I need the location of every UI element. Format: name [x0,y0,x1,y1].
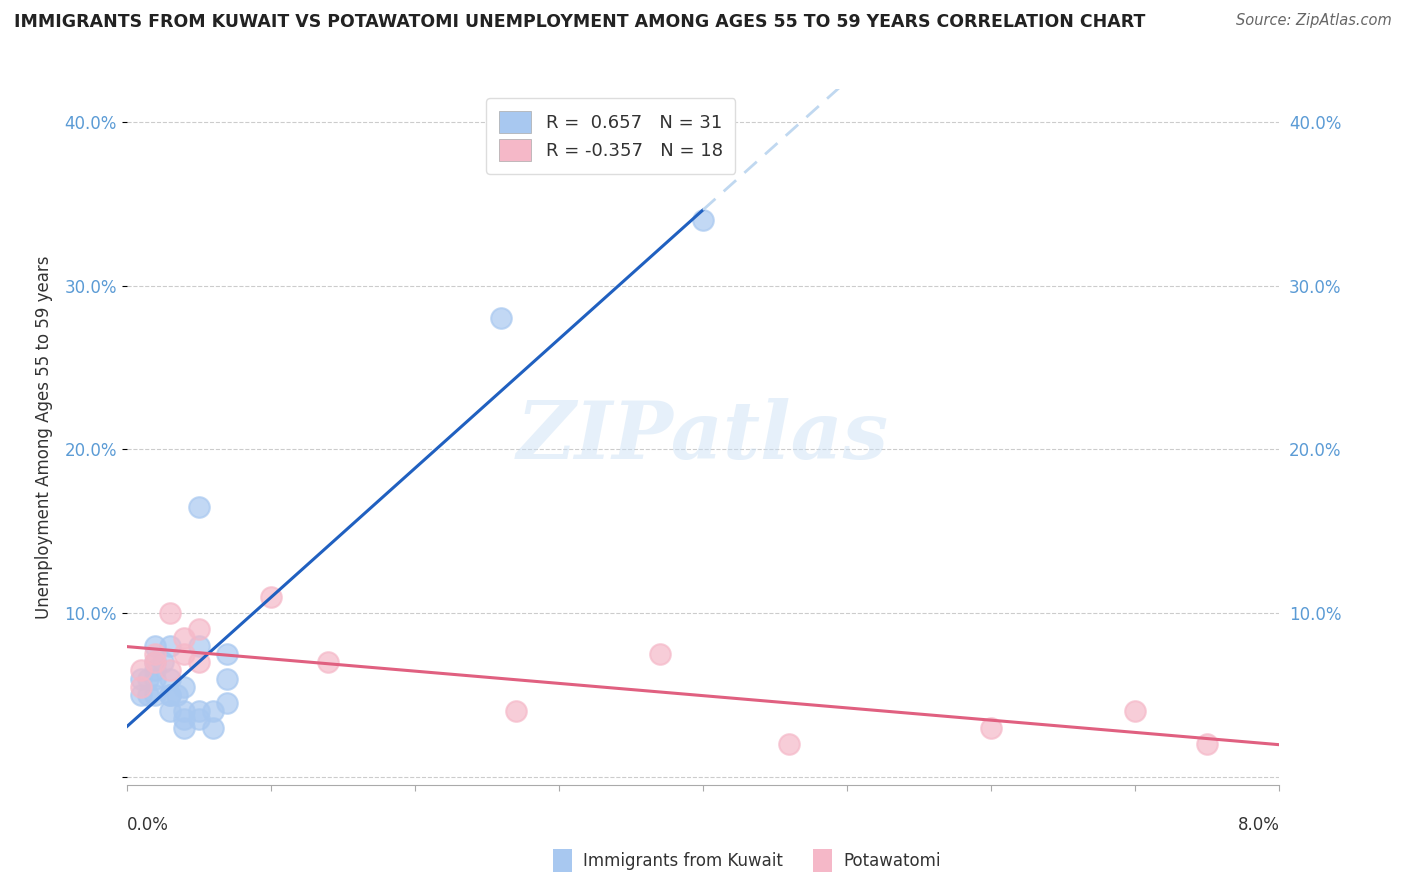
Point [202,704,225,718]
Point [217,647,239,661]
Point [692,213,714,227]
Text: Potawatomi: Potawatomi [844,852,941,870]
Point [152,655,174,669]
Point [145,688,166,702]
Point [159,639,181,653]
Point [129,680,152,694]
Point [159,672,181,686]
Point [505,704,527,718]
Point [217,672,239,686]
Text: IMMIGRANTS FROM KUWAIT VS POTAWATOMI UNEMPLOYMENT AMONG AGES 55 TO 59 YEARS CORR: IMMIGRANTS FROM KUWAIT VS POTAWATOMI UNE… [14,13,1146,31]
Point [187,500,209,514]
Point [187,713,209,727]
Point [136,688,159,702]
Point [259,590,281,604]
Point [129,672,152,686]
Point [159,704,181,718]
Text: 0.0%: 0.0% [127,816,169,834]
Point [173,680,195,694]
Point [145,672,166,686]
Point [145,639,166,653]
Point [145,647,166,661]
Text: 8.0%: 8.0% [1237,816,1279,834]
Point [202,721,225,735]
Point [173,713,195,727]
Point [187,623,209,637]
Text: Immigrants from Kuwait: Immigrants from Kuwait [583,852,783,870]
Point [129,664,152,678]
Point [173,704,195,718]
Point [980,721,1002,735]
Point [1197,737,1219,751]
Point [648,647,671,661]
Point [1125,704,1147,718]
Point [187,704,209,718]
Point [173,721,195,735]
Point [159,688,181,702]
Point [166,688,188,702]
Point [159,664,181,678]
Text: Source: ZipAtlas.com: Source: ZipAtlas.com [1236,13,1392,29]
Point [129,688,152,702]
Point [217,696,239,710]
Point [187,639,209,653]
Point [778,737,800,751]
Point [187,655,209,669]
Point [173,631,195,645]
Point [489,311,512,326]
Text: ZIPatlas: ZIPatlas [517,399,889,475]
Point [173,647,195,661]
Point [159,688,181,702]
Point [145,655,166,669]
Legend: R =  0.657   N = 31, R = -0.357   N = 18: R = 0.657 N = 31, R = -0.357 N = 18 [486,98,735,174]
Point [136,672,159,686]
Point [316,655,339,669]
Point [145,664,166,678]
Point [145,655,166,669]
Y-axis label: Unemployment Among Ages 55 to 59 years: Unemployment Among Ages 55 to 59 years [35,255,53,619]
Point [159,606,181,620]
